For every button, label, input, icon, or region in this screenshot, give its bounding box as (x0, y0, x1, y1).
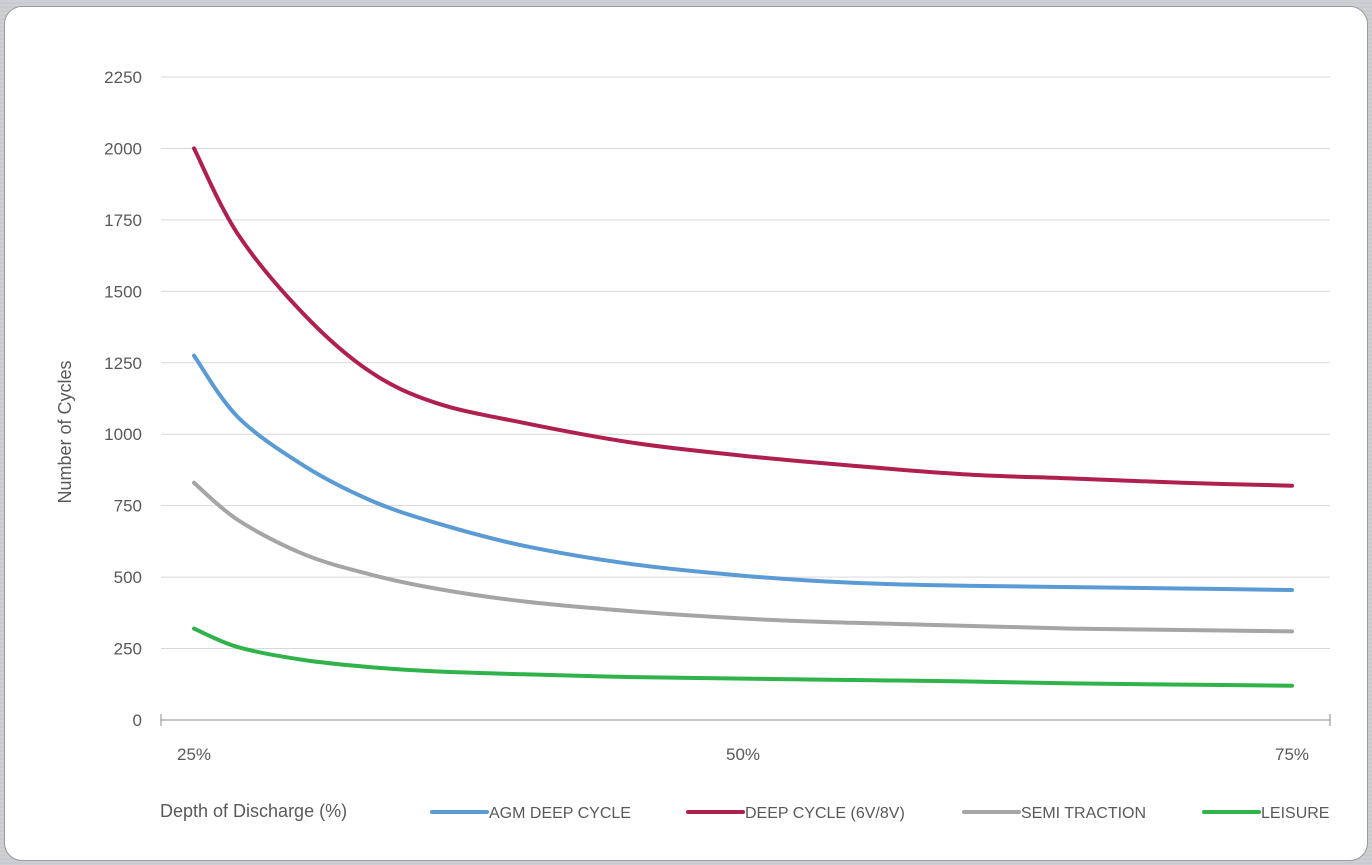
y-tick-label: 0 (133, 711, 142, 730)
series-lines (192, 146, 1294, 688)
axes (160, 714, 1331, 726)
x-tick-labels: 25% 50% 75% (177, 745, 1309, 764)
x-tick-label: 25% (177, 745, 211, 764)
legend-label-3: LEISURE (1261, 805, 1329, 822)
y-tick-label: 250 (114, 640, 142, 659)
y-tick-label: 1000 (104, 425, 142, 444)
x-tick-label: 50% (726, 745, 760, 764)
series-line-0 (192, 353, 1294, 592)
y-tick-labels: 0 250 500 750 1000 1250 1500 1750 2000 2250 (104, 68, 142, 730)
x-axis-title: Depth of Discharge (%) (160, 801, 347, 821)
y-axis-title: Number of Cycles (55, 360, 75, 503)
legend-label-1: DEEP CYCLE (6V/8V) (745, 805, 905, 822)
legend: Depth of Discharge (%) AGM DEEP CYCLE DEE… (160, 801, 1329, 822)
series-line-3 (192, 626, 1294, 688)
y-tick-label: 2000 (104, 139, 142, 158)
legend-label-2: SEMI TRACTION (1021, 805, 1146, 822)
series-line-2 (192, 480, 1294, 634)
legend-label-0: AGM DEEP CYCLE (489, 805, 631, 822)
y-tick-label: 500 (114, 568, 142, 587)
grid-lines (161, 76, 1330, 650)
y-tick-label: 1500 (104, 282, 142, 301)
chart-card: 0 250 500 750 1000 1250 1500 1750 2000 2250 25% 50… (4, 6, 1368, 861)
y-tick-label: 750 (114, 497, 142, 516)
series-line-1 (192, 146, 1294, 488)
x-tick-label: 75% (1275, 745, 1309, 764)
y-tick-label: 2250 (104, 68, 142, 87)
y-tick-label: 1250 (104, 354, 142, 373)
y-tick-label: 1750 (104, 211, 142, 230)
line-chart: 0 250 500 750 1000 1250 1500 1750 2000 2250 25% 50… (55, 68, 1331, 822)
